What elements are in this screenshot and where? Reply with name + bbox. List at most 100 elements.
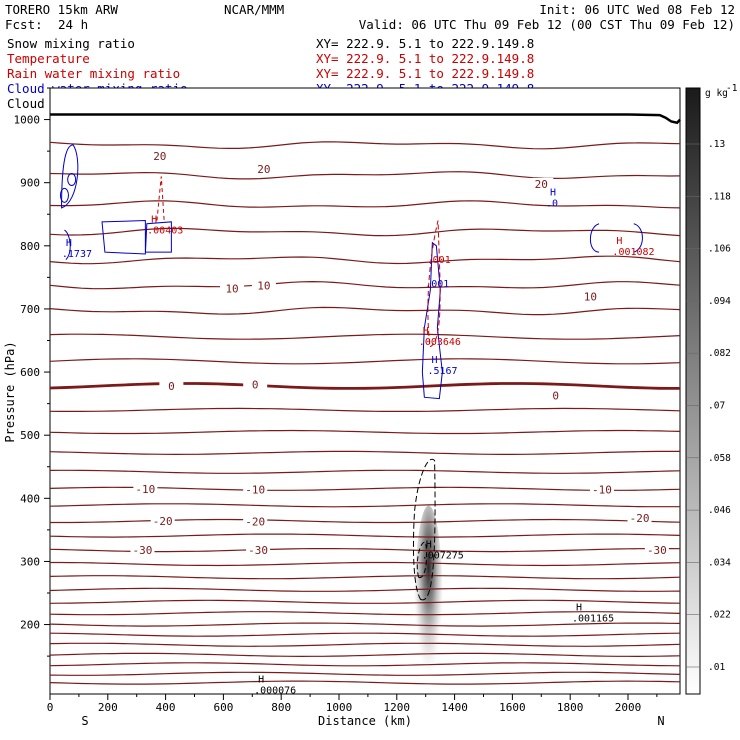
isotherm-label: 10	[225, 283, 238, 296]
isotherm	[49, 622, 681, 627]
isotherm-label: -10	[135, 483, 155, 496]
y-tick-label: 600	[20, 366, 40, 379]
maximum-value: .0	[546, 198, 558, 209]
maximum-marker: H	[258, 675, 264, 686]
cloud-ice-contour	[412, 458, 436, 601]
rain-contour	[427, 220, 441, 348]
isotherm	[50, 561, 681, 567]
isotherm-label-bg	[543, 389, 568, 402]
maxima-labels: H.000076H.001165H.007275H.5167H.003646H.…	[62, 187, 655, 696]
maximum-value: .001165	[572, 614, 614, 625]
y-tick-label: 800	[20, 240, 40, 253]
field-xy: XY= 222.9. 5.1 to 222.9.149.8	[316, 36, 534, 51]
maximum-marker: H	[576, 603, 582, 614]
isotherm-labels: -30 -30 -30 -20 -20 -20 -10 -10 -10 0 0 0 10 10 10 20 20…	[130, 150, 669, 557]
isotherm-label-bg	[133, 482, 158, 495]
isotherm	[49, 642, 681, 647]
x-tick-label: 0	[47, 701, 54, 714]
y-tick-label: 1000	[14, 114, 41, 127]
isotherm	[49, 200, 681, 209]
rain-water-contours	[156, 176, 441, 348]
isotherm	[49, 671, 681, 676]
isotherm-label-bg	[150, 515, 175, 528]
isotherm	[49, 141, 681, 150]
isotherm-label: 20	[153, 150, 166, 163]
x-tick-label: 400	[156, 701, 176, 714]
maximum-value: .5167	[427, 366, 457, 377]
isotherm-label: 0	[252, 379, 259, 392]
isotherm	[49, 503, 680, 508]
isotherm-label-bg	[130, 544, 155, 557]
isotherm-label: -30	[133, 544, 153, 557]
cloud-water-contour	[64, 229, 71, 261]
isotherm-label-bg	[243, 515, 268, 528]
x-tick-label: 1400	[441, 701, 468, 714]
freezing-isotherm	[49, 382, 680, 390]
isotherm-label-bg	[220, 282, 245, 295]
isotherm-label-bg	[644, 544, 669, 557]
isotherm	[49, 632, 681, 637]
field-name: Temperature	[7, 51, 90, 66]
contour-label: .001	[427, 255, 451, 266]
isotherm	[49, 587, 681, 592]
x-tick-label: 1200	[384, 701, 411, 714]
isotherm	[49, 407, 681, 412]
x-axis: 0 200 400 600 800 1000 1200 1400 1600 1800 2000	[47, 694, 658, 714]
isotherm-label: 10	[584, 290, 597, 303]
x-tick-label: 2000	[615, 701, 642, 714]
colorbar-label: .094	[708, 296, 731, 307]
cloud-water-contour	[633, 223, 643, 253]
isotherm-label-bg	[529, 177, 554, 190]
isotherm	[49, 227, 681, 237]
isotherm	[49, 450, 680, 456]
contour-label: .001	[425, 279, 449, 290]
x-tick-label: 200	[98, 701, 118, 714]
isotherm	[49, 306, 681, 316]
maximum-marker: H	[616, 236, 622, 247]
isotherm-label-bg	[589, 483, 614, 496]
colorbar-label: .106	[708, 244, 731, 255]
y-tick-label: 300	[20, 555, 40, 568]
isotherm-label-bg	[578, 290, 603, 303]
isotherm	[49, 599, 681, 604]
temperature-isotherms	[49, 141, 681, 685]
colorbar-label: .034	[708, 557, 731, 568]
colorbar-label: .058	[708, 453, 731, 464]
isotherm	[49, 171, 681, 180]
terrain-line	[50, 113, 681, 125]
cloud-ice-contours	[412, 458, 436, 601]
isotherm-label: 0	[168, 380, 175, 393]
colorbar: g kg -1 .13 .118 .106 .094 .082 .07 .058 .046 .0…	[685, 83, 738, 695]
maximum-marker: H	[550, 187, 556, 198]
maximum-value: .003646	[419, 337, 461, 348]
maximum-marker: H	[431, 355, 437, 366]
isotherm	[49, 333, 681, 340]
maximum-value: .007275	[422, 551, 464, 562]
isotherm-label: -30	[647, 544, 667, 557]
colorbar-unit-exponent: -1	[726, 83, 738, 94]
y-tick-label: 700	[20, 303, 40, 316]
endpoint-right: N	[657, 714, 664, 728]
colorbar-label: .046	[708, 505, 731, 516]
snow-mixing-ratio-shading	[414, 505, 443, 696]
maximum-value: .000076	[254, 686, 296, 697]
cloud-water-contour	[61, 144, 79, 209]
endpoint-left: S	[81, 714, 88, 728]
field-name: Rain water mixing ratio	[7, 66, 180, 81]
colorbar-label: .082	[708, 348, 731, 359]
isotherm-label: -20	[153, 515, 173, 528]
isotherm	[49, 358, 681, 365]
isotherm-label: 10	[257, 280, 270, 293]
isotherm	[49, 429, 681, 435]
isotherm-label: -10	[245, 483, 265, 496]
x-tick-label: 600	[213, 701, 233, 714]
x-tick-label: 1800	[557, 701, 584, 714]
maximum-marker: H	[423, 326, 429, 337]
model-name: TORERO 15km ARW	[5, 2, 118, 17]
isotherm-label-bg	[246, 544, 271, 557]
maximum-value: .1737	[62, 249, 92, 260]
isotherm	[49, 652, 681, 658]
isotherm-label-bg	[159, 379, 184, 392]
colorbar-label: .118	[708, 191, 731, 202]
